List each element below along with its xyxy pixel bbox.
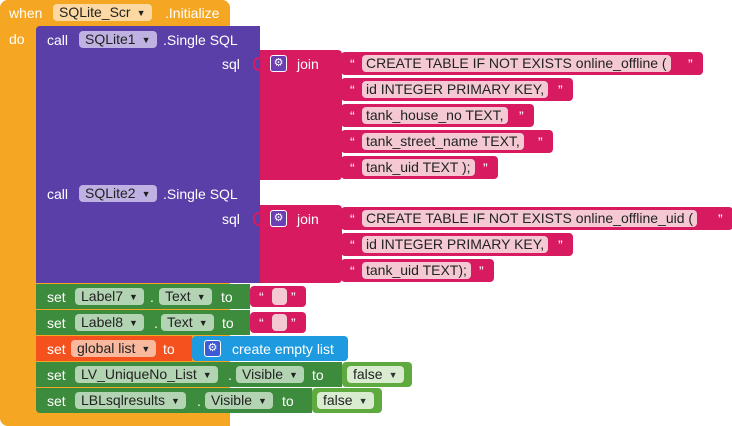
component-dropdown-sqlite-scr[interactable]: SQLite_Scr ▼ — [53, 4, 152, 21]
quote-close: ” — [483, 160, 488, 176]
to-label: to — [222, 315, 234, 331]
set-label: set — [47, 367, 66, 383]
quote-open: “ — [350, 134, 355, 150]
method-name: .Single SQL — [163, 32, 238, 48]
method-name: .Single SQL — [163, 186, 238, 202]
quote-close: ” — [558, 237, 563, 253]
chevron-down-icon: ▼ — [136, 8, 146, 18]
quote-close: ” — [538, 134, 543, 150]
quote-open: “ — [350, 82, 355, 98]
join-label: join — [297, 211, 319, 227]
when-label: when — [9, 5, 43, 21]
text-value-empty[interactable] — [272, 288, 287, 305]
chevron-down-icon: ▼ — [141, 35, 151, 45]
sql-call-block-1[interactable] — [36, 26, 260, 180]
component-dropdown-sqlite1[interactable]: SQLite1 ▼ — [79, 31, 157, 48]
chevron-down-icon: ▼ — [129, 292, 138, 302]
quote-close: ” — [291, 289, 296, 305]
quote-open: “ — [350, 211, 355, 227]
component-dropdown-sqlite2[interactable]: SQLite2 ▼ — [79, 185, 157, 202]
dot-separator: . — [154, 315, 158, 331]
call-label: call — [47, 186, 69, 202]
gear-icon[interactable]: ⚙ — [270, 55, 287, 72]
dot-separator: . — [150, 289, 154, 305]
to-label: to — [282, 393, 294, 409]
call-label: call — [47, 32, 69, 48]
chevron-down-icon: ▼ — [198, 318, 208, 328]
text-value[interactable]: id INTEGER PRIMARY KEY, — [362, 81, 549, 98]
property-dropdown-visible[interactable]: Visible ▼ — [236, 366, 304, 383]
component-dropdown-label7[interactable]: Label7 ▼ — [75, 288, 144, 305]
chevron-down-icon: ▼ — [171, 396, 180, 406]
gear-icon[interactable]: ⚙ — [270, 210, 287, 227]
event-name: .Initialize — [165, 5, 220, 21]
text-value[interactable]: id INTEGER PRIMARY KEY, — [362, 236, 549, 253]
quote-open: “ — [350, 160, 355, 176]
gear-icon[interactable]: ⚙ — [204, 340, 221, 357]
text-value[interactable]: tank_street_name TEXT, — [362, 133, 524, 150]
chevron-down-icon: ▼ — [129, 318, 138, 328]
chevron-down-icon: ▼ — [388, 370, 398, 380]
chevron-down-icon: ▼ — [196, 292, 206, 302]
join-label: join — [297, 56, 319, 72]
sql-param-label: sql — [222, 211, 240, 227]
property-dropdown-text[interactable]: Text ▼ — [161, 314, 214, 331]
component-dropdown-lv-uniqueno-list[interactable]: LV_UniqueNo_List ▼ — [75, 366, 218, 383]
to-label: to — [221, 289, 233, 305]
component-dropdown-label8[interactable]: Label8 ▼ — [75, 314, 144, 331]
input-notch — [253, 57, 259, 71]
quote-open: “ — [350, 237, 355, 253]
set-label: set — [47, 289, 66, 305]
variable-dropdown-global-list[interactable]: global list ▼ — [71, 340, 157, 357]
quote-close: ” — [519, 108, 524, 124]
quote-close: ” — [479, 263, 484, 279]
sql-param-label: sql — [222, 56, 240, 72]
text-value[interactable]: CREATE TABLE IF NOT EXISTS online_offlin… — [362, 210, 698, 227]
chevron-down-icon: ▼ — [141, 189, 151, 199]
quote-open: “ — [350, 263, 355, 279]
false-dropdown[interactable]: false ▼ — [317, 392, 374, 409]
set-label: set — [47, 393, 66, 409]
set-label: set — [47, 341, 66, 357]
quote-open: “ — [350, 56, 355, 72]
property-dropdown-text[interactable]: Text ▼ — [159, 288, 212, 305]
do-label: do — [9, 31, 25, 47]
to-label: to — [312, 367, 324, 383]
chevron-down-icon: ▼ — [258, 396, 267, 406]
false-dropdown[interactable]: false ▼ — [347, 366, 404, 383]
chevron-down-icon: ▼ — [141, 344, 151, 354]
component-dropdown-lblsqlresults[interactable]: LBLsqlresults ▼ — [75, 392, 186, 409]
quote-close: ” — [688, 56, 693, 72]
text-value[interactable]: tank_house_no TEXT, — [362, 107, 508, 124]
quote-close: ” — [291, 315, 296, 331]
input-notch — [253, 212, 259, 226]
dot-separator: . — [228, 367, 232, 383]
text-value-empty[interactable] — [272, 314, 287, 331]
chevron-down-icon: ▼ — [289, 370, 298, 380]
quote-close: ” — [718, 211, 723, 227]
quote-close: ” — [558, 82, 563, 98]
property-dropdown-visible[interactable]: Visible ▼ — [205, 392, 273, 409]
text-value[interactable]: tank_uid TEXT); — [362, 262, 471, 279]
set-label: set — [47, 315, 66, 331]
quote-open: “ — [350, 108, 355, 124]
text-value[interactable]: CREATE TABLE IF NOT EXISTS online_offlin… — [362, 55, 671, 72]
dot-separator: . — [197, 393, 201, 409]
chevron-down-icon: ▼ — [358, 396, 368, 406]
quote-open: “ — [259, 315, 264, 331]
to-label: to — [163, 341, 175, 357]
chevron-down-icon: ▼ — [202, 370, 212, 380]
quote-open: “ — [259, 289, 264, 305]
create-empty-list-label: create empty list — [232, 341, 334, 357]
text-value[interactable]: tank_uid TEXT ); — [362, 159, 475, 176]
